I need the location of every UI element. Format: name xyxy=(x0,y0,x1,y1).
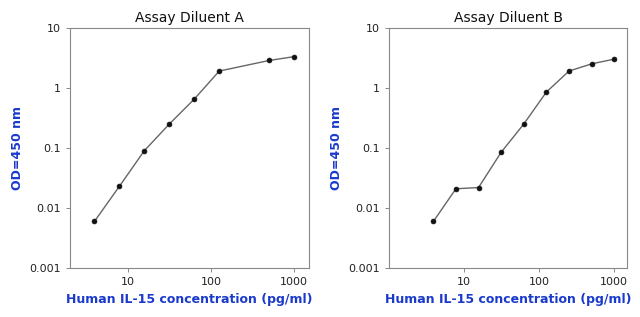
Title: Assay Diluent B: Assay Diluent B xyxy=(454,11,563,25)
Y-axis label: OD=450 nm: OD=450 nm xyxy=(330,106,343,190)
X-axis label: Human IL-15 concentration (pg/ml): Human IL-15 concentration (pg/ml) xyxy=(385,293,632,306)
X-axis label: Human IL-15 concentration (pg/ml): Human IL-15 concentration (pg/ml) xyxy=(67,293,313,306)
Y-axis label: OD=450 nm: OD=450 nm xyxy=(11,106,24,190)
Title: Assay Diluent A: Assay Diluent A xyxy=(135,11,244,25)
